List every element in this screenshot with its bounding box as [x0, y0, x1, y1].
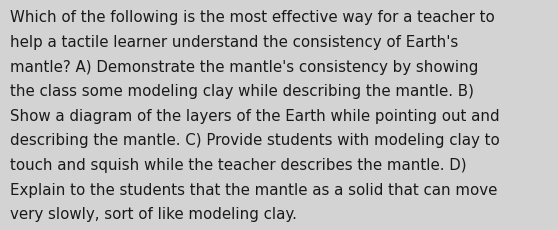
- Text: Explain to the students that the mantle as a solid that can move: Explain to the students that the mantle …: [10, 182, 497, 197]
- Text: Show a diagram of the layers of the Earth while pointing out and: Show a diagram of the layers of the Eart…: [10, 108, 499, 123]
- Text: mantle? A) Demonstrate the mantle's consistency by showing: mantle? A) Demonstrate the mantle's cons…: [10, 59, 478, 74]
- Text: touch and squish while the teacher describes the mantle. D): touch and squish while the teacher descr…: [10, 157, 466, 172]
- Text: describing the mantle. C) Provide students with modeling clay to: describing the mantle. C) Provide studen…: [10, 133, 500, 148]
- Text: Which of the following is the most effective way for a teacher to: Which of the following is the most effec…: [10, 10, 495, 25]
- Text: the class some modeling clay while describing the mantle. B): the class some modeling clay while descr…: [10, 84, 474, 99]
- Text: help a tactile learner understand the consistency of Earth's: help a tactile learner understand the co…: [10, 35, 458, 50]
- Text: very slowly, sort of like modeling clay.: very slowly, sort of like modeling clay.: [10, 206, 297, 221]
